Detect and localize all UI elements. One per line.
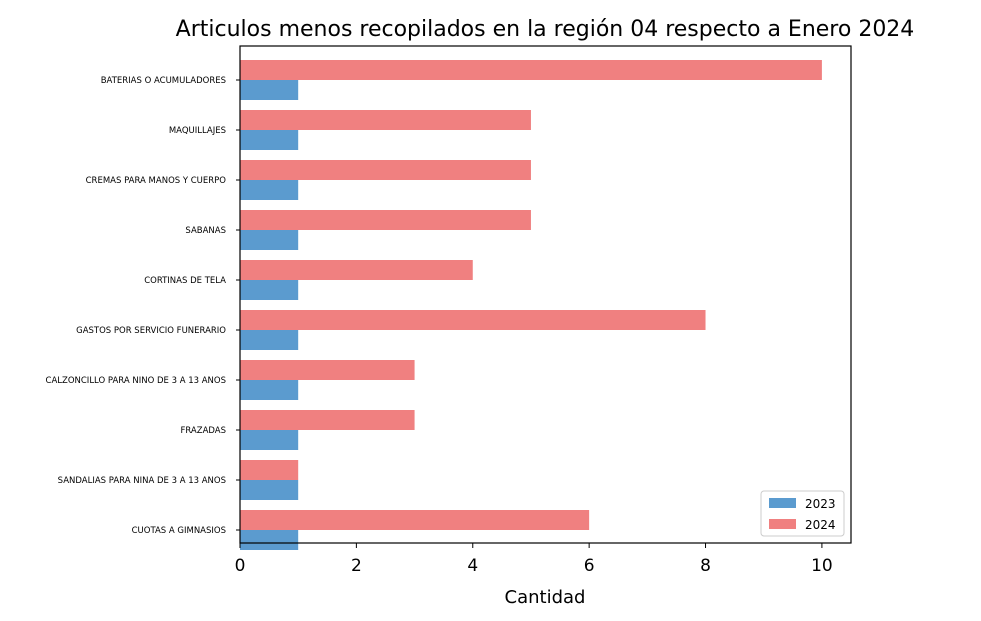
bar-2023-7 bbox=[240, 430, 299, 450]
category-label: GASTOS POR SERVICIO FUNERARIO bbox=[76, 326, 226, 336]
bar-2024-4 bbox=[240, 260, 473, 280]
category-label: SANDALIAS PARA NINA DE 3 A 13 ANOS bbox=[58, 476, 226, 486]
bar-2024-2 bbox=[240, 160, 531, 180]
bar-2023-5 bbox=[240, 330, 299, 350]
plot-frame bbox=[239, 45, 852, 544]
bar-2024-7 bbox=[240, 410, 415, 430]
x-tick-label: 0 bbox=[235, 556, 246, 576]
x-tick-label: 8 bbox=[700, 556, 711, 576]
bar-2024-9 bbox=[240, 510, 590, 530]
x-axis-ticks: 0 2 4 6 8 10 bbox=[235, 543, 833, 576]
legend-swatch-2023 bbox=[769, 498, 796, 508]
chart-title: Articulos menos recopilados en la región… bbox=[176, 17, 915, 42]
category-label: CORTINAS DE TELA bbox=[144, 276, 226, 286]
bar-2023-6 bbox=[240, 380, 299, 400]
category-label: CALZONCILLO PARA NINO DE 3 A 13 ANOS bbox=[46, 376, 226, 386]
x-tick-label: 6 bbox=[584, 556, 595, 576]
bar-2023-3 bbox=[240, 230, 299, 250]
category-label: SABANAS bbox=[185, 226, 226, 236]
category-label: MAQUILLAJES bbox=[169, 126, 226, 136]
bar-2024-8 bbox=[240, 460, 299, 480]
bar-2023-2 bbox=[240, 180, 299, 200]
bars-group bbox=[240, 60, 822, 550]
bar-2024-5 bbox=[240, 310, 706, 330]
category-labels: BATERIAS O ACUMULADORES MAQUILLAJES CREMAS… bbox=[46, 76, 240, 536]
bar-2024-6 bbox=[240, 360, 415, 380]
legend-label-2023: 2023 bbox=[805, 497, 836, 511]
bar-2023-9 bbox=[240, 530, 299, 550]
bar-2023-1 bbox=[240, 130, 299, 150]
x-tick-label: 10 bbox=[811, 556, 833, 576]
x-tick-label: 4 bbox=[467, 556, 478, 576]
category-label: BATERIAS O ACUMULADORES bbox=[101, 76, 226, 86]
legend: 2023 2024 bbox=[760, 490, 845, 537]
x-axis-title: Cantidad bbox=[505, 587, 586, 608]
bar-2023-0 bbox=[240, 80, 299, 100]
legend-swatch-2024 bbox=[769, 519, 796, 529]
x-tick-label: 2 bbox=[351, 556, 362, 576]
category-label: CREMAS PARA MANOS Y CUERPO bbox=[86, 176, 227, 186]
category-label: CUOTAS A GIMNASIOS bbox=[132, 526, 226, 536]
bar-2024-0 bbox=[240, 60, 822, 80]
bar-2024-3 bbox=[240, 210, 531, 230]
category-label: FRAZADAS bbox=[180, 426, 226, 436]
bar-2024-1 bbox=[240, 110, 531, 130]
bar-2023-4 bbox=[240, 280, 299, 300]
legend-label-2024: 2024 bbox=[805, 518, 836, 532]
bar-2023-8 bbox=[240, 480, 299, 500]
